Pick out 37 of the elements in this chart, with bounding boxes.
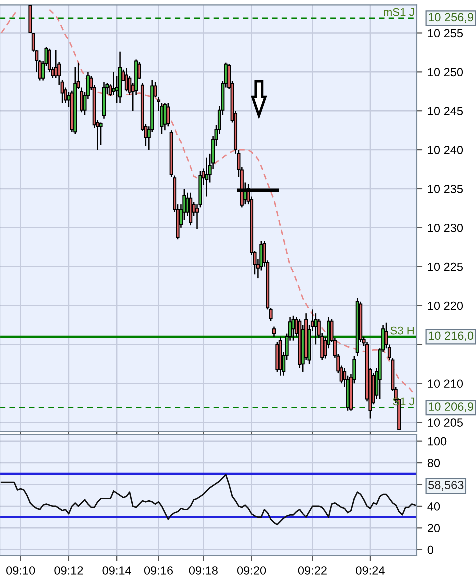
y-tick-label: 10 235 [428, 185, 464, 194]
candlestick [272, 326, 276, 338]
y-tick-label: 100 [428, 437, 447, 446]
candlestick [314, 312, 318, 346]
y-tick-label: 10 225 [428, 262, 464, 272]
y-tick-label: 10 250 [428, 68, 464, 77]
y-tick-label: 10 255 [428, 29, 464, 38]
y-tick-label: 10 220 [428, 302, 464, 310]
ref-line-label: mS1 J [384, 8, 414, 16]
y-tick-label: 20 [428, 524, 440, 533]
ref-line-label: S3 H [390, 326, 414, 335]
y-tick-label: 0 [428, 546, 434, 554]
candlestick [292, 315, 296, 342]
text: 10 206,9 [428, 402, 474, 412]
y-tick-label: 10 245 [428, 107, 464, 116]
candlestick [166, 102, 170, 128]
x-tick-label: 09:16 [144, 566, 174, 575]
y-tick-label: 10 205 [428, 418, 464, 427]
x-tick-label: 09:20 [237, 566, 266, 575]
line-series [0, 474, 416, 526]
y-tick-label: 80 [428, 459, 440, 468]
x-tick-label: 09:10 [6, 566, 36, 575]
y-tick-label: 40 [428, 502, 440, 511]
y-tick-label: 10 210 [428, 380, 464, 388]
text: 10 256,9 [428, 13, 474, 24]
x-tick-label: 09:14 [102, 566, 132, 575]
text: 58,563 [428, 481, 464, 491]
candlestick [99, 122, 103, 146]
y-tick-label: 10 240 [428, 146, 464, 154]
text: 10 216,0 [428, 332, 474, 342]
x-tick-label: 09:24 [356, 566, 385, 575]
x-tick-label: 09:22 [298, 566, 327, 575]
candlestick [205, 157, 209, 198]
x-tick-label: 09:12 [54, 566, 84, 575]
x-tick-label: 09:18 [189, 566, 218, 575]
candlestick [80, 87, 84, 114]
y-tick-label: 10 230 [428, 224, 464, 232]
